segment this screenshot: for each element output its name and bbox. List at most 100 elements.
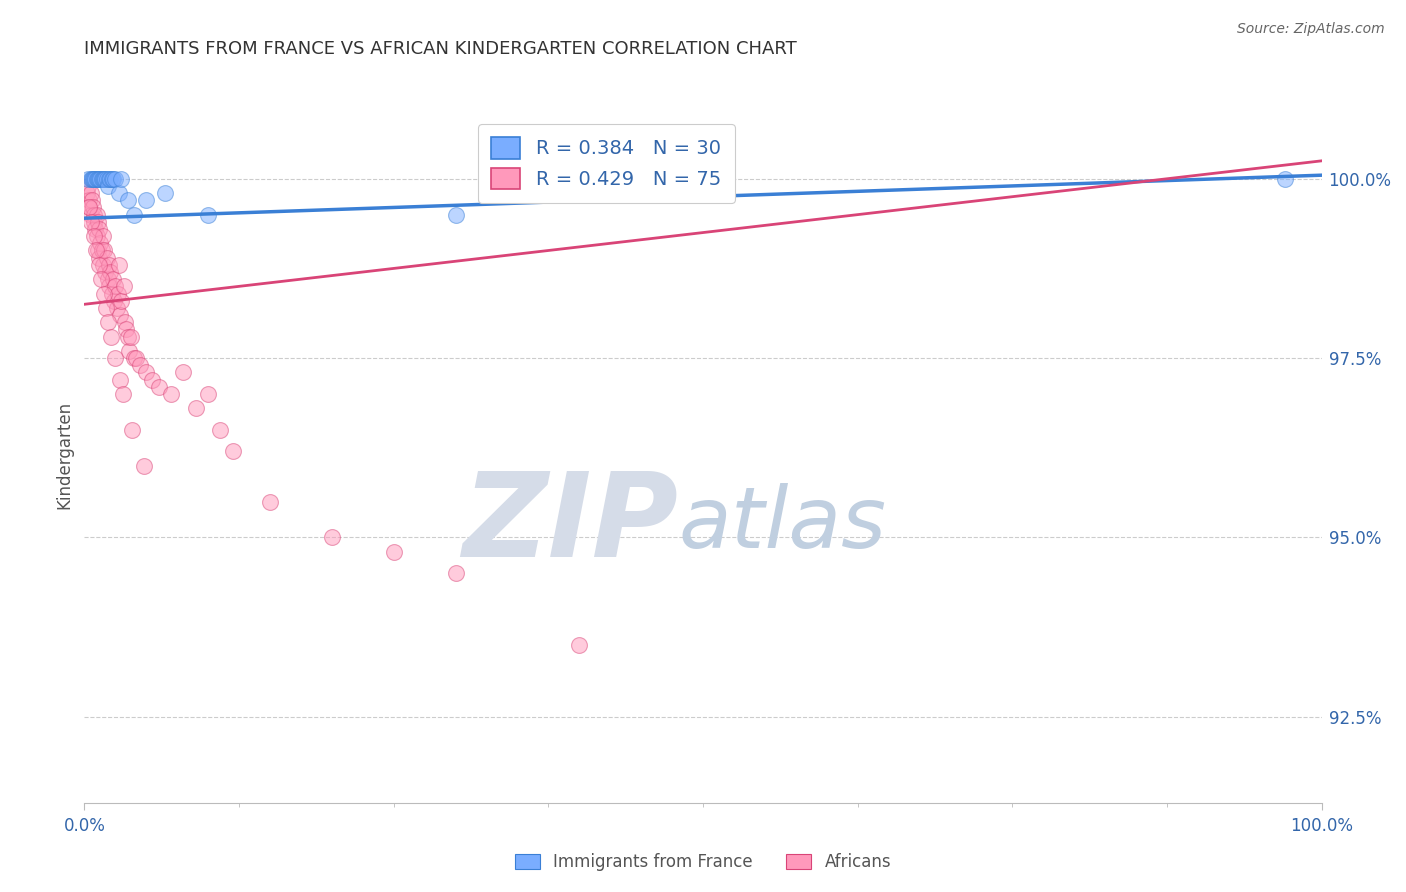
Point bbox=[76, 186, 98, 200]
Point bbox=[91, 258, 114, 272]
Point bbox=[103, 293, 125, 308]
Point bbox=[84, 222, 107, 236]
Text: ZIP: ZIP bbox=[463, 467, 678, 582]
Point bbox=[382, 545, 405, 559]
Point bbox=[568, 638, 591, 652]
Point bbox=[100, 171, 122, 186]
Point bbox=[110, 293, 132, 308]
Point bbox=[100, 286, 122, 301]
Point bbox=[89, 171, 111, 186]
Point bbox=[444, 566, 467, 581]
Point bbox=[94, 301, 117, 315]
Point bbox=[108, 186, 131, 200]
Point bbox=[89, 171, 111, 186]
Point bbox=[135, 194, 157, 208]
Point bbox=[444, 208, 467, 222]
Point bbox=[77, 178, 100, 193]
Point bbox=[104, 279, 127, 293]
Point bbox=[114, 315, 136, 329]
Point bbox=[112, 279, 135, 293]
Point bbox=[96, 171, 118, 186]
Point bbox=[104, 171, 127, 186]
Point bbox=[79, 208, 101, 222]
Point bbox=[98, 258, 121, 272]
Point bbox=[86, 171, 108, 186]
Text: Source: ZipAtlas.com: Source: ZipAtlas.com bbox=[1237, 22, 1385, 37]
Text: IMMIGRANTS FROM FRANCE VS AFRICAN KINDERGARTEN CORRELATION CHART: IMMIGRANTS FROM FRANCE VS AFRICAN KINDER… bbox=[84, 40, 797, 58]
Point bbox=[101, 171, 124, 186]
Point bbox=[98, 265, 121, 279]
Point bbox=[97, 178, 120, 193]
Point bbox=[222, 444, 245, 458]
Legend: Immigrants from France, Africans: Immigrants from France, Africans bbox=[506, 845, 900, 880]
Point bbox=[82, 171, 104, 186]
Point bbox=[98, 171, 121, 186]
Point bbox=[77, 201, 100, 215]
Point bbox=[321, 530, 343, 544]
Point bbox=[87, 171, 110, 186]
Point bbox=[80, 215, 103, 229]
Point bbox=[172, 366, 194, 380]
Point bbox=[90, 171, 112, 186]
Point bbox=[110, 171, 132, 186]
Point bbox=[197, 387, 219, 401]
Point bbox=[90, 272, 112, 286]
Point bbox=[98, 279, 121, 293]
Text: atlas: atlas bbox=[678, 483, 886, 566]
Point bbox=[115, 322, 138, 336]
Point bbox=[80, 171, 103, 186]
Point bbox=[148, 380, 170, 394]
Point bbox=[94, 171, 117, 186]
Point bbox=[79, 171, 101, 186]
Point bbox=[84, 171, 107, 186]
Legend: R = 0.384   N = 30, R = 0.429   N = 75: R = 0.384 N = 30, R = 0.429 N = 75 bbox=[478, 124, 735, 203]
Point bbox=[94, 265, 117, 279]
Point bbox=[117, 194, 139, 208]
Point bbox=[125, 351, 148, 365]
Point bbox=[93, 171, 115, 186]
Point bbox=[86, 229, 108, 244]
Point bbox=[118, 343, 141, 358]
Point bbox=[87, 258, 110, 272]
Point bbox=[108, 373, 131, 387]
Point bbox=[141, 373, 163, 387]
Point bbox=[80, 194, 103, 208]
Point bbox=[79, 194, 101, 208]
Point bbox=[107, 286, 129, 301]
Point bbox=[97, 272, 120, 286]
Point bbox=[122, 208, 145, 222]
Point bbox=[122, 351, 145, 365]
Point bbox=[87, 244, 110, 258]
Point bbox=[110, 308, 132, 322]
Point bbox=[87, 215, 110, 229]
Point bbox=[184, 401, 207, 416]
Point bbox=[108, 258, 131, 272]
Point bbox=[197, 208, 219, 222]
Point bbox=[77, 171, 100, 186]
Point bbox=[160, 387, 183, 401]
Point bbox=[120, 329, 142, 343]
Y-axis label: Kindergarten: Kindergarten bbox=[55, 401, 73, 509]
Point bbox=[153, 186, 176, 200]
Point bbox=[91, 171, 114, 186]
Point bbox=[79, 201, 101, 215]
Point bbox=[104, 351, 127, 365]
Point bbox=[83, 171, 105, 186]
Point bbox=[89, 236, 111, 251]
Point bbox=[121, 423, 143, 437]
Point bbox=[98, 171, 121, 186]
Point bbox=[209, 423, 232, 437]
Point bbox=[79, 186, 101, 200]
Point bbox=[97, 315, 120, 329]
Point bbox=[105, 301, 128, 315]
Point bbox=[86, 208, 108, 222]
Point bbox=[135, 366, 157, 380]
Point bbox=[93, 286, 115, 301]
Point bbox=[129, 358, 152, 372]
Point bbox=[134, 458, 156, 473]
Point bbox=[90, 244, 112, 258]
Point bbox=[112, 387, 135, 401]
Point bbox=[1274, 171, 1296, 186]
Point bbox=[84, 244, 107, 258]
Point bbox=[259, 494, 281, 508]
